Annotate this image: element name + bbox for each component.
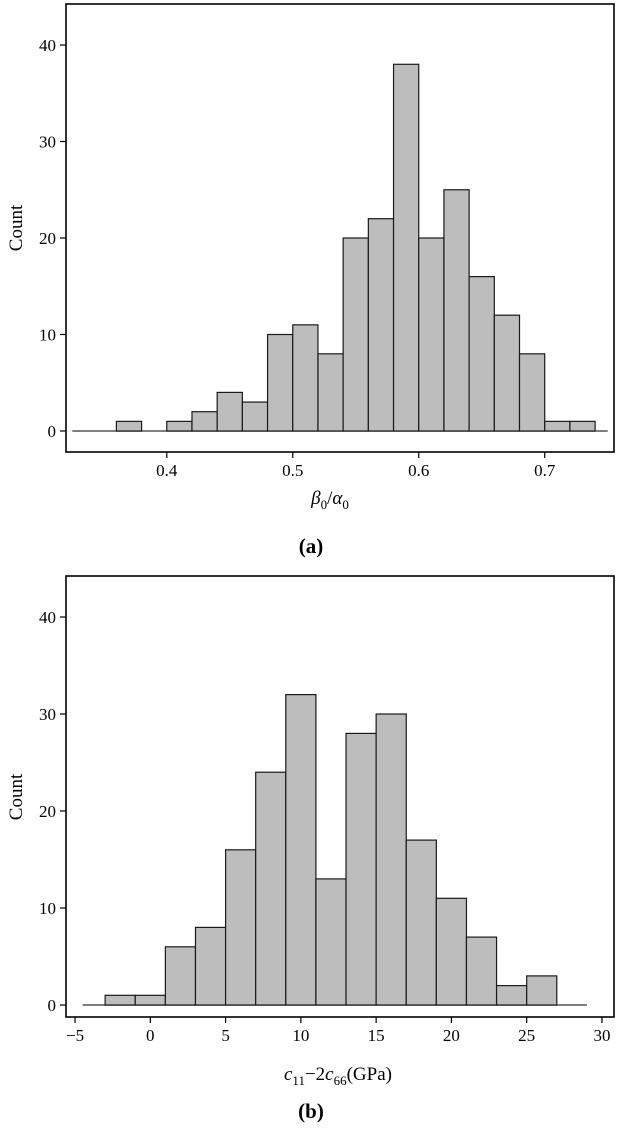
histogram-bar (166, 420, 193, 432)
y-axis-label: Count (6, 204, 27, 251)
y-tick-label: 0 (48, 996, 57, 1015)
histogram-bar (493, 314, 521, 432)
x-tick-label: 0 (146, 1026, 155, 1045)
histogram-bar (367, 218, 395, 432)
histogram-bar (216, 391, 243, 432)
y-tick-label: 20 (39, 802, 56, 821)
x-tick-label: 15 (368, 1026, 385, 1045)
histogram-bar (266, 333, 294, 432)
histogram-bar (342, 237, 369, 432)
histogram-bar (443, 189, 470, 432)
histogram-bar (435, 897, 468, 1006)
histogram-panel-a: 0 10 20 30 40 0.4 0.5 0.6 0.7 Count β0/α0 (a) (6, 3, 615, 558)
histogram-bar (518, 353, 546, 432)
histogram-bar (134, 994, 166, 1006)
y-tick-label: 10 (39, 326, 56, 345)
y-axis: 0 10 20 30 40 (39, 608, 66, 1015)
histogram-bar (104, 994, 136, 1006)
x-tick-label: 0.4 (156, 461, 178, 480)
x-axis: 0.4 0.5 0.6 0.7 (156, 452, 556, 480)
x-axis: −5 0 5 10 15 20 25 30 (66, 1017, 610, 1045)
y-axis: 0 10 20 30 40 (39, 36, 66, 441)
y-tick-label: 40 (39, 608, 56, 627)
histogram-panel-b: 0 10 20 30 40 −5 0 5 10 15 20 25 30 Count c11−2c66(… (6, 575, 615, 1123)
y-tick-label: 20 (39, 229, 56, 248)
x-tick-label: 25 (518, 1026, 535, 1045)
y-tick-label: 10 (39, 899, 56, 918)
histogram-bar (315, 878, 347, 1006)
histogram-bar (191, 411, 218, 432)
panel-caption: (a) (299, 534, 324, 558)
histogram-bar (255, 771, 287, 1006)
histogram-bar (465, 936, 498, 1006)
plot-frame (65, 3, 615, 453)
histogram-bar (405, 839, 437, 1006)
histogram-bar (526, 975, 558, 1006)
histogram-bar (164, 946, 197, 1006)
x-tick-label: 0.5 (282, 461, 303, 480)
y-axis-label: Count (6, 773, 27, 820)
x-tick-label: 0.6 (408, 461, 429, 480)
histogram-bar (468, 276, 495, 432)
histogram-bar (569, 420, 596, 432)
y-tick-label: 40 (39, 36, 56, 55)
x-tick-label: −5 (66, 1026, 84, 1045)
y-tick-label: 0 (48, 422, 57, 441)
histogram-bar (345, 732, 377, 1006)
bars (104, 693, 558, 1006)
histogram-bar (317, 353, 344, 432)
x-tick-label: 0.7 (534, 461, 556, 480)
histogram-bar (392, 63, 420, 432)
histogram-bar (241, 401, 269, 432)
x-axis-label: β0/α0 (310, 488, 349, 512)
x-tick-label: 30 (593, 1026, 610, 1045)
y-tick-label: 30 (39, 705, 56, 724)
x-tick-label: 5 (221, 1026, 230, 1045)
x-tick-label: 20 (443, 1026, 460, 1045)
histogram-bar (418, 237, 445, 432)
plot-frame (65, 575, 615, 1018)
histogram-bar (224, 849, 257, 1006)
x-axis-label: c11−2c66(GPa) (284, 1064, 392, 1088)
histogram-bar (495, 984, 528, 1006)
x-tick-label: 10 (292, 1026, 309, 1045)
histogram-bar (194, 926, 227, 1006)
histogram-bar (115, 420, 143, 432)
histogram-bar (375, 713, 407, 1006)
panel-caption: (b) (298, 1099, 324, 1123)
histogram-bar (292, 324, 319, 432)
y-tick-label: 30 (39, 133, 56, 152)
bars (115, 63, 596, 432)
histogram-bar (285, 693, 317, 1006)
histogram-bar (544, 420, 571, 432)
